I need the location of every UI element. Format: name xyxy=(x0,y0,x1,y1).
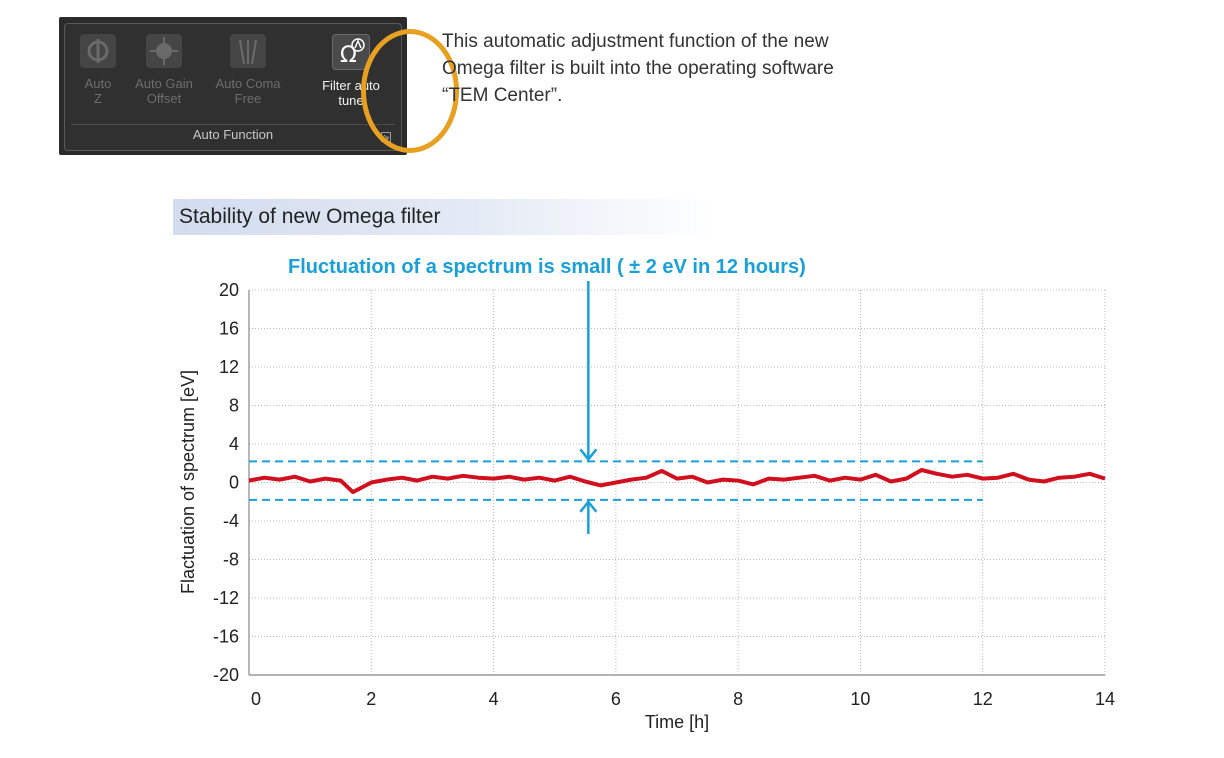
reference-lines xyxy=(249,460,983,501)
series-line-0 xyxy=(248,468,1106,495)
chart-title: Stability of new Omega filter xyxy=(173,199,718,235)
chart-series xyxy=(248,468,1106,495)
y-tick-label: 16 xyxy=(219,319,239,339)
auto-function-ribbon: Auto Z Auto Gain Offset Auto Coma Fr xyxy=(59,17,459,155)
y-tick-label: -8 xyxy=(223,550,239,570)
auto-coma-free-label: Auto Coma Free xyxy=(215,76,281,106)
y-axis-label: Flactuation of spectrum [eV] xyxy=(178,370,198,594)
auto-z-icon xyxy=(80,34,116,68)
y-tick-label: 0 xyxy=(229,473,239,493)
x-axis-label: Time [h] xyxy=(645,712,709,732)
down-arrow-head xyxy=(579,448,598,462)
x-tick-label: 4 xyxy=(489,689,499,709)
fluctuation-annotation: Fluctuation of a spectrum is small ( ± 2… xyxy=(288,256,806,278)
y-tick-label: -12 xyxy=(213,588,239,608)
description-text: This automatic adjustment function of th… xyxy=(442,31,834,106)
x-tick-label: 12 xyxy=(973,689,993,709)
x-tick-label: 6 xyxy=(611,689,621,709)
auto-z-button[interactable]: Auto Z xyxy=(65,34,131,106)
auto-coma-free-icon xyxy=(230,34,266,68)
auto-gain-offset-icon xyxy=(146,34,182,68)
x-tick-label: 2 xyxy=(366,689,376,709)
y-tick-label: 8 xyxy=(229,396,239,416)
x-tick-label: 0 xyxy=(251,689,261,709)
x-tick-label: 10 xyxy=(850,689,870,709)
filter-auto-tune-label: Filter auto tune xyxy=(322,78,380,108)
y-tick-label: 12 xyxy=(219,357,239,377)
auto-function-group-label: Auto Function xyxy=(71,124,395,145)
auto-z-label: Auto Z xyxy=(84,76,112,106)
dialog-launcher-icon[interactable] xyxy=(381,132,391,142)
y-tick-label: -4 xyxy=(223,511,239,531)
ribbon-group-frame: Auto Z Auto Gain Offset Auto Coma Fr xyxy=(64,23,402,151)
up-arrow-head xyxy=(579,499,598,513)
y-tick-label: 20 xyxy=(219,280,239,300)
annotation-arrows xyxy=(579,281,598,534)
y-tick-label: -20 xyxy=(213,665,239,685)
x-tick-label: 8 xyxy=(733,689,743,709)
x-tick-label: 14 xyxy=(1095,689,1115,709)
chart-ticks: 20 16 12 8 4 0 -4 -8 -12 -16 -20 0 2 4 6 8 10 12 14 xyxy=(213,280,1115,709)
chart-axes xyxy=(248,290,1105,676)
svg-text:Ω: Ω xyxy=(340,43,357,68)
auto-gain-offset-button[interactable]: Auto Gain Offset xyxy=(131,34,197,106)
y-tick-label: -16 xyxy=(213,627,239,647)
y-tick-label: 4 xyxy=(229,434,239,454)
auto-gain-offset-label: Auto Gain Offset xyxy=(135,76,193,106)
auto-coma-free-button[interactable]: Auto Coma Free xyxy=(215,34,281,106)
